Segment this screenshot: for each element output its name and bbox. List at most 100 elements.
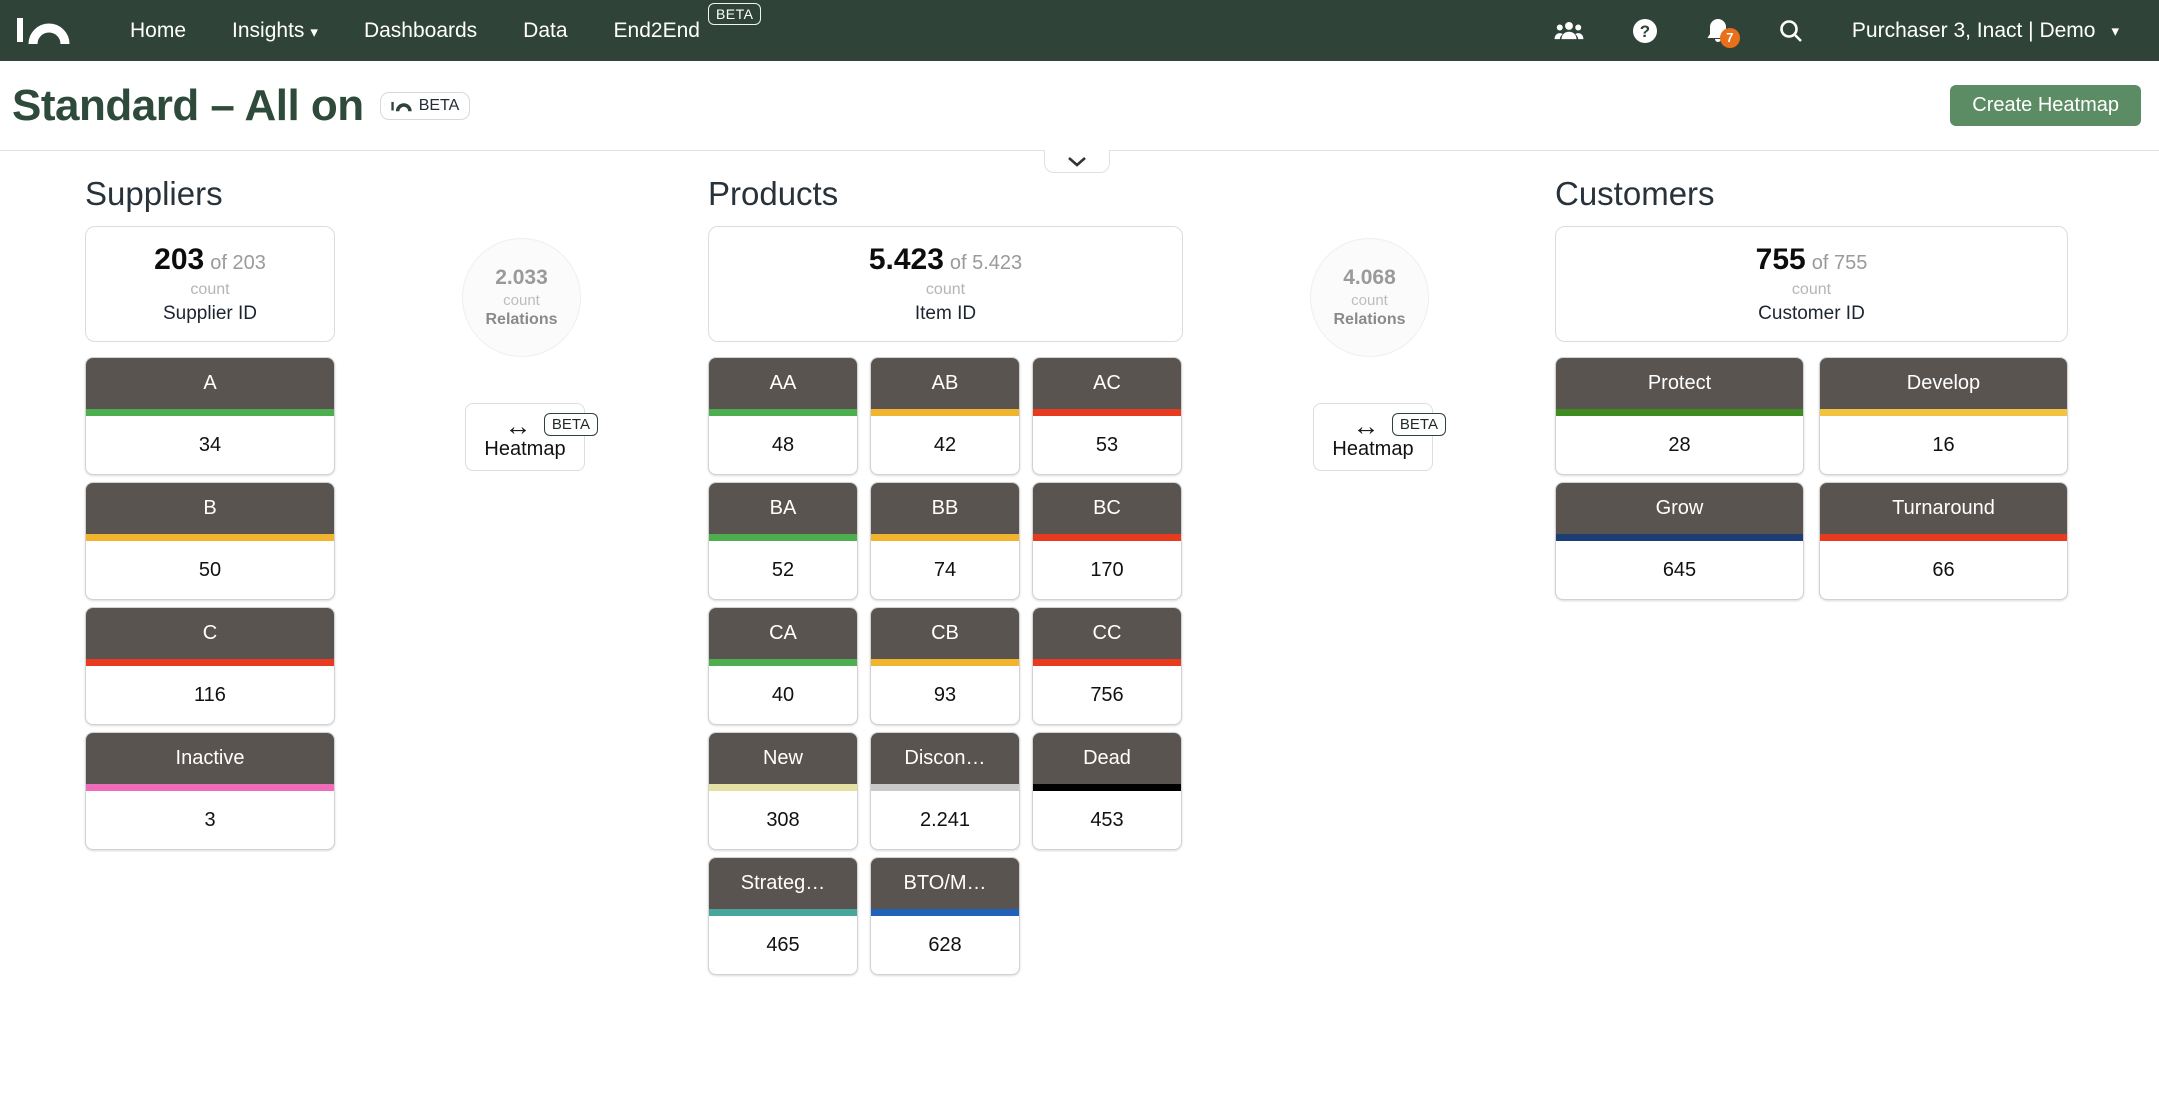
category-color-stripe	[709, 534, 857, 541]
category-label: C	[202, 622, 218, 644]
category-count: 48	[771, 433, 795, 456]
category-card[interactable]: CA 40	[708, 607, 858, 725]
products-card-grid: AA 48 AB 42 AC 53 BA	[708, 357, 1183, 975]
category-value-area: 50	[86, 541, 334, 599]
relations-circle-suppliers-products: 2.033 count Relations	[462, 238, 581, 357]
nav-item-label: Data	[523, 18, 568, 42]
category-card-header: BC	[1033, 483, 1181, 534]
category-count: 53	[1095, 433, 1119, 456]
collapse-panel-tab[interactable]	[1044, 150, 1110, 173]
category-label: Grow	[1655, 497, 1704, 519]
help-icon[interactable]: ?	[1632, 18, 1658, 44]
category-color-stripe	[1033, 534, 1181, 541]
category-card[interactable]: BB 74	[870, 482, 1020, 600]
category-value-area: 66	[1820, 541, 2067, 599]
category-label: Dead	[1083, 747, 1131, 769]
category-label: B	[203, 497, 217, 519]
category-count: 66	[1932, 558, 1955, 581]
category-label: Strateg…	[740, 872, 826, 894]
nav-item-dashboards[interactable]: Dashboards	[364, 19, 477, 43]
nav-item-insights[interactable]: Insights ▾	[232, 19, 318, 43]
category-label: New	[762, 747, 803, 769]
category-card[interactable]: CB 93	[870, 607, 1020, 725]
category-color-stripe	[86, 534, 334, 541]
category-card-header: BTO/M…	[871, 858, 1019, 909]
heatmap-button-label: Heatmap	[1332, 437, 1414, 460]
category-value-area: 53	[1033, 416, 1181, 474]
category-card[interactable]: New 308	[708, 732, 858, 850]
summary-count-line: 5.423 of 5.423	[869, 243, 1022, 277]
category-count: 93	[933, 683, 957, 706]
category-value-area: 93	[871, 666, 1019, 724]
category-color-stripe	[871, 909, 1019, 916]
category-card-header: Discon…	[871, 733, 1019, 784]
category-card[interactable]: BA 52	[708, 482, 858, 600]
suppliers-title: Suppliers	[85, 175, 223, 212]
category-card[interactable]: Develop 16	[1819, 357, 2068, 475]
relations-label: Relations	[1333, 311, 1406, 328]
category-card[interactable]: Grow 645	[1555, 482, 1804, 600]
nav-item-data[interactable]: Data	[523, 19, 567, 43]
category-card-header: BB	[871, 483, 1019, 534]
category-label: Develop	[1906, 372, 1981, 394]
category-card[interactable]: C 116	[85, 607, 335, 725]
category-count: 42	[933, 433, 957, 456]
customers-column: Customers 755 of 755 count Customer ID Pr…	[1555, 172, 2068, 600]
category-value-area: 628	[871, 916, 1019, 974]
notifications-bell-icon[interactable]: 7	[1706, 18, 1740, 48]
heatmap-beta-badge: BETA	[543, 413, 598, 436]
category-card-header: Develop	[1820, 358, 2067, 409]
category-card-header: AA	[709, 358, 857, 409]
relations-value: 2.033	[495, 266, 548, 289]
products-title: Products	[708, 175, 839, 212]
category-card[interactable]: Dead 453	[1032, 732, 1182, 850]
category-value-area: 645	[1556, 541, 1803, 599]
category-card[interactable]: Discon… 2.241	[870, 732, 1020, 850]
category-card[interactable]: Strateg… 465	[708, 857, 858, 975]
category-count: 170	[1090, 558, 1124, 581]
category-card[interactable]: BC 170	[1032, 482, 1182, 600]
nav-item-end2end[interactable]: End2End BETA	[613, 2, 762, 43]
summary-of-text: of 755	[1811, 252, 1868, 274]
category-card-header: Turnaround	[1820, 483, 2067, 534]
chevron-down-icon: ▾	[2111, 22, 2119, 40]
category-color-stripe	[1033, 659, 1181, 666]
inact-logo-icon[interactable]	[16, 17, 78, 44]
category-color-stripe	[709, 659, 857, 666]
category-card[interactable]: CC 756	[1032, 607, 1182, 725]
category-count: 756	[1090, 683, 1124, 706]
customers-title: Customers	[1555, 175, 1715, 212]
category-value-area: 34	[86, 416, 334, 474]
category-card[interactable]: AA 48	[708, 357, 858, 475]
arrows-horizontal-icon: ↔	[1352, 410, 1380, 441]
category-color-stripe	[871, 659, 1019, 666]
products-summary-card: 5.423 of 5.423 count Item ID	[708, 226, 1183, 342]
category-card[interactable]: Protect 28	[1555, 357, 1804, 475]
category-card[interactable]: AC 53	[1032, 357, 1182, 475]
category-color-stripe	[1820, 534, 2067, 541]
category-card[interactable]: AB 42	[870, 357, 1020, 475]
category-card[interactable]: BTO/M… 628	[870, 857, 1020, 975]
search-icon[interactable]	[1778, 18, 1804, 44]
nav-item-label: End2End	[613, 18, 700, 42]
category-count: 465	[766, 933, 800, 956]
category-card-header: Inactive	[86, 733, 334, 784]
category-count: 453	[1090, 808, 1124, 831]
category-label: CB	[931, 622, 959, 644]
nav-item-label: Insights	[232, 18, 305, 42]
category-card[interactable]: Turnaround 66	[1819, 482, 2068, 600]
category-card-header: AB	[871, 358, 1019, 409]
nav-item-label: Home	[130, 18, 187, 42]
category-value-area: 40	[709, 666, 857, 724]
category-card[interactable]: A 34	[85, 357, 335, 475]
category-card[interactable]: Inactive 3	[85, 732, 335, 850]
users-group-icon[interactable]	[1554, 19, 1584, 43]
nav-item-home[interactable]: Home	[130, 19, 186, 43]
heatmap-button-suppliers-products[interactable]: ↔ Heatmap BETA	[465, 403, 598, 471]
summary-count-line: 203 of 203	[154, 243, 266, 277]
category-card-header: A	[86, 358, 334, 409]
create-heatmap-button[interactable]: Create Heatmap	[1950, 85, 2141, 126]
heatmap-button-products-customers[interactable]: ↔ Heatmap BETA	[1313, 403, 1446, 471]
user-menu[interactable]: Purchaser 3, Inact | Demo ▾	[1852, 19, 2119, 43]
category-card[interactable]: B 50	[85, 482, 335, 600]
